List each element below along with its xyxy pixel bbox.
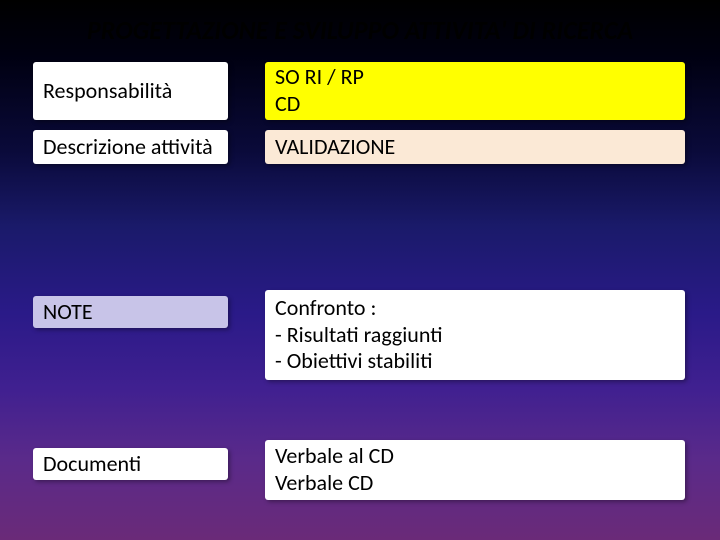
row1-label: Descrizione attività: [33, 130, 228, 164]
row3-label-text: Documenti: [43, 451, 218, 478]
row2-label-text: NOTE: [43, 299, 218, 326]
row3-value-line1: Verbale CD: [275, 470, 675, 497]
row3-value: Verbale al CD Verbale CD: [265, 440, 685, 500]
row2-value: Confronto : - Risultati raggiunti - Obie…: [265, 290, 685, 380]
row3-value-line0: Verbale al CD: [275, 443, 675, 470]
row3-label: Documenti: [33, 448, 228, 480]
row1-value-line0: VALIDAZIONE: [275, 134, 675, 161]
row0-label: Responsabilità: [33, 62, 228, 120]
row1-value: VALIDAZIONE: [265, 130, 685, 164]
row0-value-line0: SO RI / RP: [275, 64, 675, 91]
row0-label-text: Responsabilità: [43, 78, 218, 105]
row2-value-line1: - Risultati raggiunti: [275, 322, 675, 349]
row2-label: NOTE: [33, 296, 228, 328]
slide-title: PROGETTAZIONE E SVILUPPO ATTIVITA' DI RI…: [0, 14, 720, 46]
row0-value: SO RI / RP CD: [265, 62, 685, 120]
row2-value-line2: - Obiettivi stabiliti: [275, 348, 675, 375]
row0-value-line1: CD: [275, 91, 675, 118]
row1-label-text: Descrizione attività: [43, 134, 218, 161]
row2-value-line0: Confronto :: [275, 295, 675, 322]
